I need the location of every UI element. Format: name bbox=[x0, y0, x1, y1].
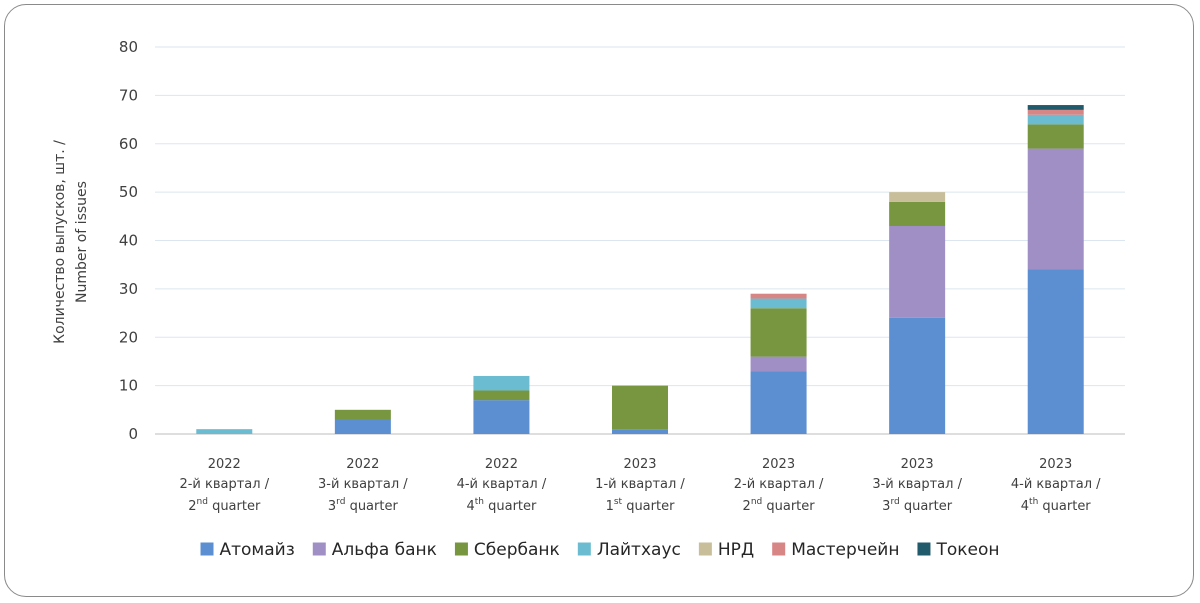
bar-segment bbox=[889, 317, 946, 434]
x-tick-quarter-ru: 4-й квартал / bbox=[457, 477, 547, 492]
x-tick-quarter-ru: 2-й квартал / bbox=[179, 477, 269, 492]
chart-frame bbox=[4, 4, 1194, 597]
x-tick-year: 2023 bbox=[1039, 457, 1072, 472]
x-tick-quarter-en: 1st quarter bbox=[606, 497, 676, 514]
x-tick-year: 2022 bbox=[485, 457, 518, 472]
x-tick-quarter-en: 4th quarter bbox=[466, 497, 537, 514]
legend-swatch bbox=[917, 542, 931, 556]
bar-segment bbox=[334, 409, 391, 420]
x-tick-year: 2022 bbox=[346, 457, 379, 472]
bar-segment bbox=[889, 192, 946, 202]
x-tick-year: 2023 bbox=[762, 457, 795, 472]
bar-segment bbox=[334, 419, 391, 434]
x-tick-quarter-en: 2nd quarter bbox=[188, 497, 261, 514]
legend-item: Мастерчейн bbox=[772, 540, 899, 560]
bar-segment bbox=[612, 429, 668, 434]
legend-item: Альфа банк bbox=[312, 540, 437, 560]
x-tick-year: 2023 bbox=[901, 457, 934, 472]
bar-segment bbox=[889, 201, 946, 226]
y-tick-label: 70 bbox=[119, 86, 138, 104]
legend-swatch bbox=[454, 542, 468, 556]
y-tick-label: 30 bbox=[119, 280, 138, 298]
y-axis-ticks: 0 10 20 30 40 50 60 70 80 bbox=[119, 38, 138, 443]
legend-swatch bbox=[698, 542, 712, 556]
x-tick-year: 2023 bbox=[623, 457, 656, 472]
x-tick-label: 2023 3-й квартал / 3rd quarter bbox=[872, 457, 962, 514]
x-tick-quarter-en: 2nd quarter bbox=[743, 497, 816, 514]
bar-segment bbox=[473, 400, 530, 434]
y-axis-label: Количество выпусков, шт. / Number of iss… bbox=[52, 140, 90, 344]
bar-segment bbox=[750, 293, 807, 299]
bar-segment bbox=[1027, 124, 1084, 149]
legend-label: Сбербанк bbox=[474, 540, 560, 560]
bar-segment bbox=[1027, 269, 1084, 434]
legend-item: Сбербанк bbox=[454, 540, 560, 560]
legend-item: Токеон bbox=[917, 540, 999, 560]
x-tick-quarter-ru: 4-й квартал / bbox=[1011, 477, 1101, 492]
legend-swatch bbox=[772, 542, 786, 556]
legend-label: Альфа банк bbox=[332, 540, 437, 560]
x-tick-quarter-en: 3rd quarter bbox=[882, 497, 953, 514]
legend-swatch bbox=[200, 542, 214, 556]
legend-label: НРД bbox=[718, 540, 754, 560]
x-tick-quarter-en: 4th quarter bbox=[1021, 497, 1092, 514]
x-tick-label: 2023 2-й квартал / 2nd quarter bbox=[734, 457, 824, 514]
bar-segment bbox=[612, 385, 668, 430]
bar-segment bbox=[889, 225, 946, 318]
x-tick-label: 2023 4-й квартал / 4th quarter bbox=[1011, 457, 1101, 514]
bar-segment bbox=[473, 390, 530, 401]
x-tick-quarter-en: 3rd quarter bbox=[328, 497, 399, 514]
gridlines bbox=[155, 46, 1125, 435]
bar-segment bbox=[1027, 105, 1084, 110]
y-tick-label: 40 bbox=[119, 232, 138, 250]
bars bbox=[196, 105, 1084, 434]
x-tick-label: 2022 2-й квартал / 2nd quarter bbox=[179, 457, 269, 514]
y-tick-label: 80 bbox=[119, 38, 138, 56]
legend: Атомайз Альфа банк Сбербанк Лайтхаус НРД Маст… bbox=[200, 540, 999, 560]
legend-item: Атомайз bbox=[200, 540, 295, 560]
y-tick-label: 0 bbox=[128, 425, 138, 443]
bar-segment bbox=[473, 375, 530, 391]
y-axis-label-line-2: Number of issues bbox=[74, 181, 90, 303]
bar-segment bbox=[750, 356, 807, 372]
bar-segment bbox=[750, 308, 807, 357]
x-tick-quarter-ru: 1-й квартал / bbox=[595, 477, 685, 492]
legend-label: Лайтхаус bbox=[597, 540, 681, 560]
bar-segment bbox=[1027, 114, 1084, 125]
bar-segment bbox=[750, 298, 807, 309]
x-axis-labels: 2022 2-й квартал / 2nd quarter 2022 3-й квар… bbox=[179, 457, 1101, 514]
legend-item: НРД bbox=[698, 540, 754, 560]
bar-segment bbox=[1027, 148, 1084, 270]
y-tick-label: 20 bbox=[119, 328, 138, 346]
x-tick-quarter-ru: 2-й квартал / bbox=[734, 477, 824, 492]
y-tick-label: 10 bbox=[119, 377, 138, 395]
x-tick-label: 2023 1-й квартал / 1st quarter bbox=[595, 457, 685, 514]
x-tick-label: 2022 3-й квартал / 3rd quarter bbox=[318, 457, 408, 514]
x-tick-label: 2022 4-й квартал / 4th quarter bbox=[457, 457, 547, 514]
y-tick-label: 60 bbox=[119, 135, 138, 153]
x-tick-quarter-ru: 3-й квартал / bbox=[872, 477, 962, 492]
legend-swatch bbox=[577, 542, 591, 556]
legend-swatch bbox=[312, 542, 326, 556]
legend-label: Атомайз bbox=[220, 540, 295, 560]
y-tick-label: 50 bbox=[119, 183, 138, 201]
x-tick-year: 2022 bbox=[208, 457, 241, 472]
y-axis-label-line-1: Количество выпусков, шт. / bbox=[52, 140, 68, 344]
bar-segment bbox=[750, 371, 807, 434]
bar-segment bbox=[196, 429, 253, 434]
legend-label: Токеон bbox=[935, 540, 999, 560]
legend-item: Лайтхаус bbox=[577, 540, 681, 560]
x-tick-quarter-ru: 3-й квартал / bbox=[318, 477, 408, 492]
bar-segment bbox=[1027, 109, 1084, 115]
legend-label: Мастерчейн bbox=[791, 540, 899, 560]
